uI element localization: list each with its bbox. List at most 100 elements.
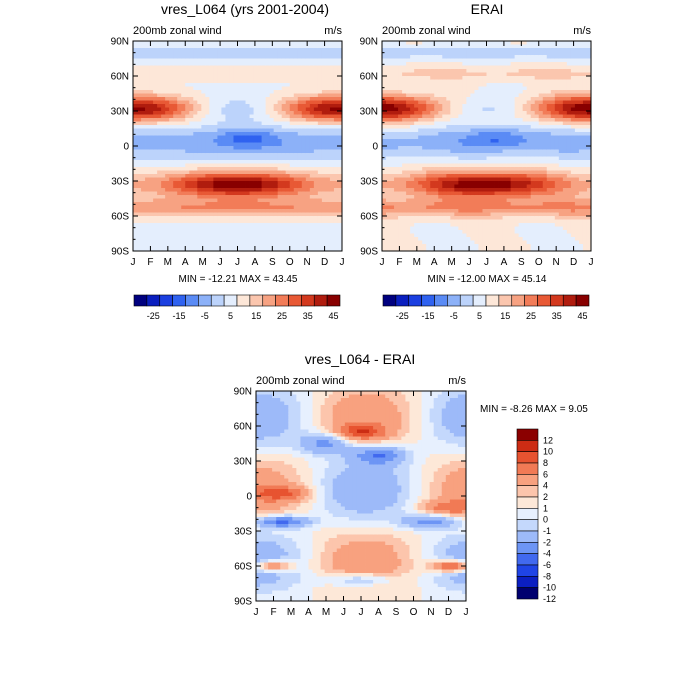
model-cell (177, 58, 182, 63)
model-cell (141, 118, 146, 122)
obs-cell (490, 72, 495, 77)
model-cell (137, 202, 142, 206)
obs-cell (438, 202, 443, 206)
obs-cell (474, 181, 479, 185)
obs-cell (470, 55, 475, 59)
obs-cell (454, 55, 459, 59)
model-cell (337, 41, 343, 45)
model-cell (301, 146, 307, 150)
obs-cell (406, 212, 411, 217)
obs-cell (490, 195, 495, 199)
obs-cell (438, 86, 443, 91)
obs-cell (482, 160, 487, 164)
model-cell (233, 121, 238, 126)
model-cell (193, 177, 198, 182)
model-cell (277, 219, 283, 224)
model-cell (269, 167, 275, 171)
model-cell (317, 233, 323, 238)
model-cell (225, 79, 230, 84)
model-cell (253, 69, 258, 73)
obs-cell (430, 132, 435, 136)
model-cell (329, 118, 335, 122)
obs-cell (414, 184, 419, 189)
model-cell (189, 118, 194, 122)
model-cell (197, 135, 202, 140)
model-cell (221, 247, 226, 252)
obs-cell (406, 156, 411, 161)
obs-cell (466, 51, 471, 56)
obs-cell (410, 153, 415, 157)
obs-cell (446, 90, 451, 94)
model-cell (333, 198, 339, 203)
model-cell (313, 128, 319, 133)
obs-cell (406, 230, 411, 234)
model-cell (273, 244, 279, 248)
obs-cell (470, 184, 475, 189)
model-cell (313, 100, 319, 105)
obs-cell (446, 223, 451, 227)
model-cell (133, 188, 138, 192)
model-cell (137, 128, 142, 133)
model-cell (221, 55, 226, 59)
model-cell (321, 83, 327, 87)
obs-cell (462, 100, 467, 105)
obs-cell (406, 167, 411, 171)
model-cell (277, 247, 283, 252)
model-cell (309, 100, 315, 105)
model-cell (205, 97, 210, 101)
model-cell (265, 230, 271, 234)
model-cell (217, 125, 222, 129)
model-cell (173, 174, 178, 178)
obs-cell (430, 247, 435, 252)
obs-cell (494, 83, 499, 87)
obs-cell (406, 107, 411, 112)
model-cell (329, 188, 335, 192)
model-cell (277, 58, 283, 63)
model-cell (281, 62, 287, 66)
model-cell (261, 230, 267, 234)
model-cell (169, 174, 174, 178)
model-cell (177, 226, 182, 231)
model-cell (281, 125, 287, 129)
obs-cell (470, 48, 475, 52)
model-cell (237, 195, 242, 199)
obs-cell (462, 181, 467, 185)
obs-cell (422, 212, 427, 217)
model-cell (221, 41, 226, 45)
obs-cell (390, 188, 395, 192)
obs-cell (422, 111, 427, 115)
model-cell (333, 72, 339, 77)
model-cell (333, 83, 339, 87)
model-cell (321, 97, 327, 101)
model-cell (149, 135, 154, 140)
model-cell (209, 237, 214, 241)
model-cell (241, 233, 246, 238)
model-cell (165, 111, 170, 115)
model-cell (233, 107, 238, 112)
model-cell (153, 104, 158, 108)
obs-cell (446, 48, 451, 52)
model-cell (209, 97, 214, 101)
model-cell (325, 146, 331, 150)
model-cell (197, 51, 202, 56)
obs-cell (398, 86, 403, 91)
model-cell (245, 97, 250, 101)
model-cell (177, 160, 182, 164)
model-cell (157, 132, 162, 136)
model-cell (285, 163, 291, 168)
model-cell (325, 212, 331, 217)
model-cell (201, 230, 206, 234)
obs-cell (486, 48, 491, 52)
obs-cell (450, 153, 455, 157)
obs-cell (394, 86, 399, 91)
model-cell (333, 107, 339, 112)
model-cell (173, 247, 178, 252)
model-cell (301, 90, 307, 94)
model-cell (289, 223, 295, 227)
model-cell (157, 65, 162, 70)
model-cell (181, 146, 186, 150)
model-cell (225, 153, 230, 157)
obs-cell (426, 160, 431, 164)
obs-cell (402, 149, 407, 154)
obs-cell (466, 244, 471, 248)
